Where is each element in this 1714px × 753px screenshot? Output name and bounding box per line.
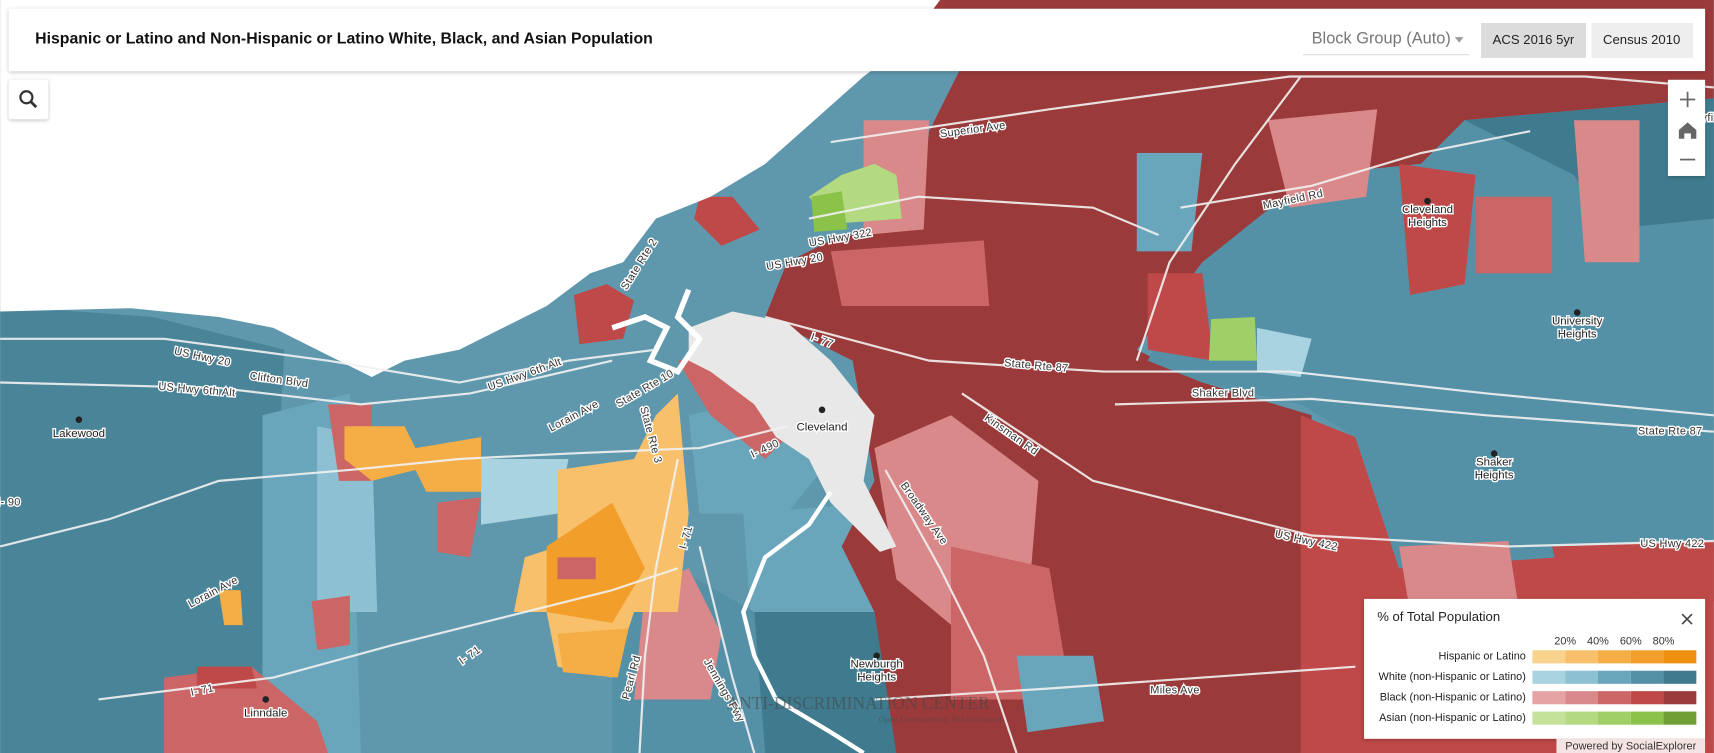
road-label: State Rte 87 <box>1638 426 1703 438</box>
tract <box>1267 109 1378 208</box>
search-icon <box>29 100 38 109</box>
legend-swatch <box>1630 650 1664 664</box>
legend-swatch <box>1532 711 1566 725</box>
place-label: University Heights <box>1552 315 1603 340</box>
roads <box>0 75 1714 753</box>
watermark-subtitle: Open Communities, Not Exclusion <box>879 714 1002 724</box>
place-label: Newburgh Heights <box>851 659 903 684</box>
place-label: Cleveland Heights <box>1402 204 1453 229</box>
tract <box>830 240 990 307</box>
legend-body: 20% 40% 60% 80% Hispanic or Latino White (non… <box>1379 635 1697 725</box>
home-button[interactable] <box>1678 122 1697 139</box>
map-title: Hispanic or Latino and Non-Hispanic or L… <box>35 31 653 48</box>
search-button[interactable] <box>8 79 49 120</box>
tab-label[interactable]: Census 2010 <box>1603 32 1680 47</box>
place-label: Cleveland <box>797 421 848 433</box>
place-dot <box>818 406 826 414</box>
legend-swatch <box>1597 670 1631 684</box>
tract <box>1399 540 1520 613</box>
tract <box>1136 153 1203 252</box>
place-label: Linndale <box>244 708 287 720</box>
tract <box>1208 316 1257 361</box>
legend-row-label: Black (non-Hispanic or Latino) <box>1380 692 1526 704</box>
legend-row-label: White (non-Hispanic or Latino) <box>1379 671 1526 683</box>
legend-swatch <box>1663 650 1697 664</box>
lake-erie <box>0 0 941 378</box>
legend-swatch <box>1565 711 1598 725</box>
search-icon <box>19 90 34 105</box>
tract <box>311 595 350 651</box>
tract <box>557 628 629 678</box>
dropdown-caret <box>1454 37 1464 43</box>
watermark-title: ANTI-DISCRIMINATION CENTER <box>726 693 990 713</box>
tract <box>1256 327 1312 378</box>
zoom-in[interactable] <box>1679 91 1696 108</box>
tract <box>1147 273 1214 361</box>
legend-swatch <box>1597 650 1631 664</box>
header-bar <box>8 8 1706 72</box>
tab-label[interactable]: ACS 2016 5yr <box>1493 32 1575 47</box>
legend-tick-label: 60% <box>1620 635 1642 647</box>
legend-swatch <box>1663 711 1697 725</box>
tab-button[interactable] <box>1481 22 1586 58</box>
place-label: Shaker Heights <box>1475 456 1514 481</box>
legend-swatch <box>1663 691 1697 705</box>
tract <box>1475 196 1553 274</box>
geography-select[interactable]: Block Group (Auto) <box>1312 30 1451 48</box>
road-label: Miles Ave <box>1150 685 1199 697</box>
road-label: Shaker Blvd <box>1192 387 1254 399</box>
road-label: US Hwy 422 <box>1640 538 1704 550</box>
place-label: Lakewood <box>53 428 105 440</box>
legend-close[interactable] <box>1681 613 1693 625</box>
tab-button[interactable] <box>1591 22 1694 58</box>
tract <box>437 497 482 558</box>
legend-swatch <box>1630 691 1664 705</box>
legend-swatch <box>1532 670 1566 684</box>
legend-title: % of Total Population <box>1377 609 1500 624</box>
river <box>611 288 704 375</box>
tract <box>0 306 285 753</box>
legend-swatch <box>1597 711 1631 725</box>
legend-tick-label: 40% <box>1587 635 1609 647</box>
tract <box>481 459 569 525</box>
place-dot <box>1490 450 1498 457</box>
tract <box>573 284 635 345</box>
tract <box>344 426 482 492</box>
legend-swatch <box>1630 711 1664 725</box>
tract <box>196 666 258 689</box>
legend-swatch <box>1565 670 1598 684</box>
legend-swatch <box>1597 691 1631 705</box>
legend-swatch <box>1565 691 1598 705</box>
place-dot <box>75 416 83 423</box>
place-dot <box>1424 197 1431 205</box>
attribution-box <box>1556 738 1706 753</box>
road-label: I- 90 <box>0 497 21 509</box>
place-dot <box>873 652 880 660</box>
place-dot <box>1573 309 1581 316</box>
tract <box>557 557 596 580</box>
legend-swatch <box>1532 691 1566 705</box>
tract <box>1573 120 1640 263</box>
tract <box>694 196 760 246</box>
legend-swatch <box>1630 670 1664 684</box>
tract <box>1552 540 1714 602</box>
tract <box>754 612 908 753</box>
river <box>741 490 865 753</box>
legend-swatch <box>1532 650 1566 664</box>
legend-row-label: Hispanic or Latino <box>1439 651 1526 663</box>
tract <box>218 590 243 626</box>
downtown <box>688 311 897 552</box>
legend-tick-label: 80% <box>1653 635 1675 647</box>
tract <box>1016 655 1104 733</box>
legend-row-label: Asian (non-Hispanic or Latino) <box>1379 712 1526 724</box>
tract <box>1147 98 1714 569</box>
tract <box>811 191 848 232</box>
legend-swatch <box>1663 670 1697 684</box>
legend-tick-label: 20% <box>1554 635 1576 647</box>
legend-swatch <box>1565 650 1598 664</box>
place-dot <box>262 696 270 703</box>
attribution: Powered by SocialExplorer <box>1565 740 1696 752</box>
tract <box>1399 163 1476 296</box>
